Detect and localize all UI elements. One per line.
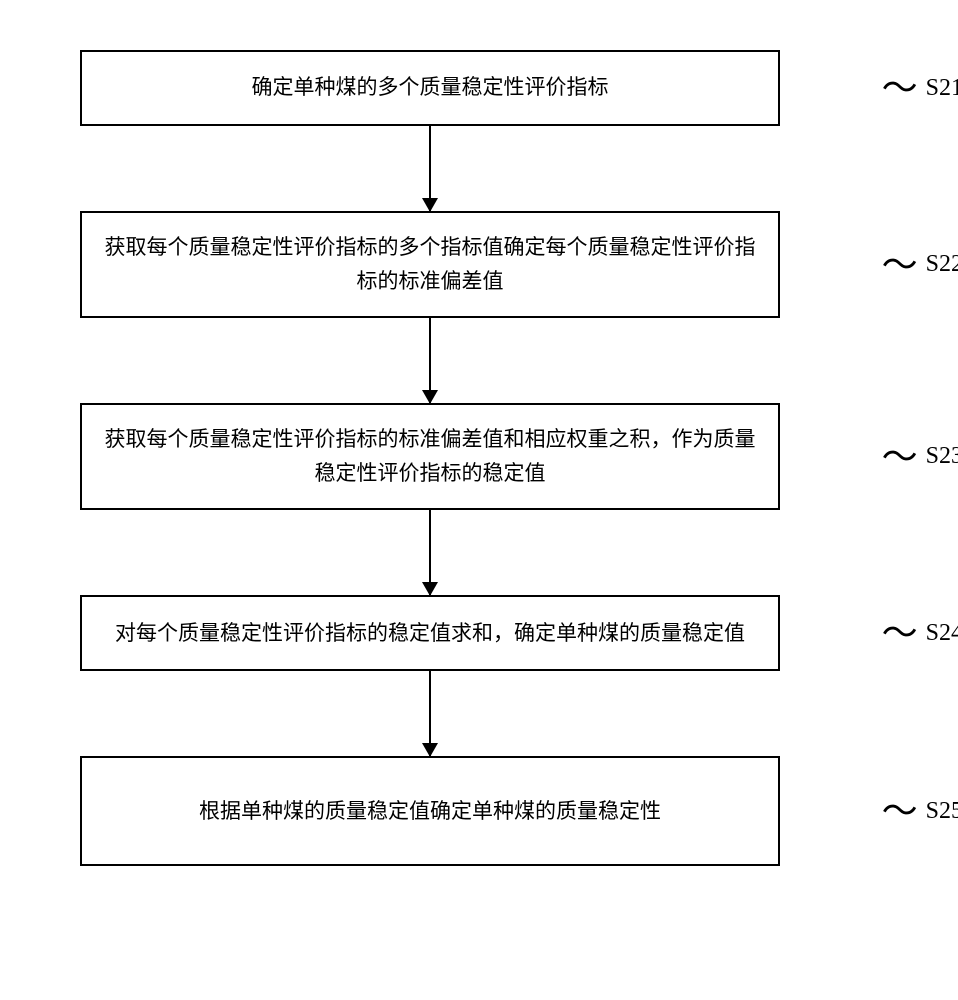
step-label-group: 〜 S210 xyxy=(882,70,958,106)
flow-step: 对每个质量稳定性评价指标的稳定值求和，确定单种煤的质量稳定值 〜 S240 xyxy=(80,595,880,671)
step-text: 获取每个质量稳定性评价指标的标准偏差值和相应权重之积，作为质量稳定性评价指标的稳… xyxy=(102,423,758,490)
flowchart-container: 确定单种煤的多个质量稳定性评价指标 〜 S210 获取每个质量稳定性评价指标的多… xyxy=(80,50,880,866)
step-label: S210 xyxy=(926,75,958,102)
flow-connector xyxy=(429,318,431,403)
step-label: S230 xyxy=(926,443,958,470)
flow-step: 确定单种煤的多个质量稳定性评价指标 〜 S210 xyxy=(80,50,880,126)
step-box: 获取每个质量稳定性评价指标的多个指标值确定每个质量稳定性评价指标的标准偏差值 xyxy=(80,211,780,318)
tilde-icon: 〜 xyxy=(882,247,918,283)
step-label: S250 xyxy=(926,798,958,825)
step-box: 对每个质量稳定性评价指标的稳定值求和，确定单种煤的质量稳定值 xyxy=(80,595,780,671)
step-label-group: 〜 S230 xyxy=(882,439,958,475)
step-label-group: 〜 S220 xyxy=(882,247,958,283)
flow-step: 根据单种煤的质量稳定值确定单种煤的质量稳定性 〜 S250 xyxy=(80,756,880,866)
step-box: 确定单种煤的多个质量稳定性评价指标 xyxy=(80,50,780,126)
step-label-group: 〜 S250 xyxy=(882,793,958,829)
step-label-group: 〜 S240 xyxy=(882,615,958,651)
tilde-icon: 〜 xyxy=(882,615,918,651)
flow-connector xyxy=(429,671,431,756)
step-text: 获取每个质量稳定性评价指标的多个指标值确定每个质量稳定性评价指标的标准偏差值 xyxy=(102,231,758,298)
arrowhead-icon xyxy=(422,582,438,596)
arrowhead-icon xyxy=(422,743,438,757)
flow-connector xyxy=(429,126,431,211)
arrowhead-icon xyxy=(422,198,438,212)
flow-connector xyxy=(429,510,431,595)
step-text: 根据单种煤的质量稳定值确定单种煤的质量稳定性 xyxy=(199,795,661,829)
step-text: 对每个质量稳定性评价指标的稳定值求和，确定单种煤的质量稳定值 xyxy=(115,617,745,651)
flow-step: 获取每个质量稳定性评价指标的标准偏差值和相应权重之积，作为质量稳定性评价指标的稳… xyxy=(80,403,880,510)
step-box: 获取每个质量稳定性评价指标的标准偏差值和相应权重之积，作为质量稳定性评价指标的稳… xyxy=(80,403,780,510)
step-text: 确定单种煤的多个质量稳定性评价指标 xyxy=(252,71,609,105)
step-label: S220 xyxy=(926,251,958,278)
step-box: 根据单种煤的质量稳定值确定单种煤的质量稳定性 xyxy=(80,756,780,866)
tilde-icon: 〜 xyxy=(882,439,918,475)
tilde-icon: 〜 xyxy=(882,70,918,106)
tilde-icon: 〜 xyxy=(882,793,918,829)
flow-step: 获取每个质量稳定性评价指标的多个指标值确定每个质量稳定性评价指标的标准偏差值 〜… xyxy=(80,211,880,318)
arrowhead-icon xyxy=(422,390,438,404)
step-label: S240 xyxy=(926,620,958,647)
